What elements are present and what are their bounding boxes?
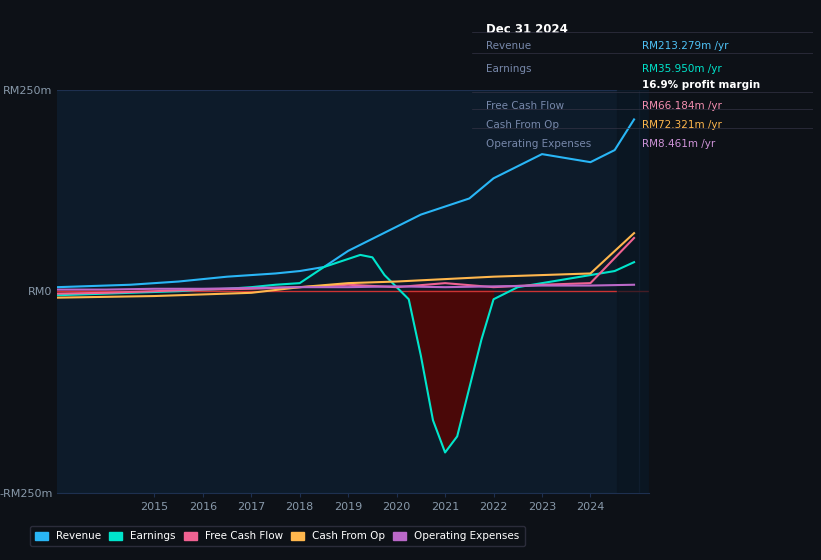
Text: Earnings: Earnings xyxy=(486,64,531,74)
Bar xyxy=(617,90,649,493)
Text: Operating Expenses: Operating Expenses xyxy=(486,139,591,149)
Text: RM35.950m /yr: RM35.950m /yr xyxy=(643,64,722,74)
Text: RM72.321m /yr: RM72.321m /yr xyxy=(643,120,722,130)
Text: RM213.279m /yr: RM213.279m /yr xyxy=(643,41,729,51)
Text: Free Cash Flow: Free Cash Flow xyxy=(486,101,564,111)
Text: Revenue: Revenue xyxy=(486,41,531,51)
Text: Cash From Op: Cash From Op xyxy=(486,120,559,130)
Text: RM66.184m /yr: RM66.184m /yr xyxy=(643,101,722,111)
Text: RM8.461m /yr: RM8.461m /yr xyxy=(643,139,716,149)
Legend: Revenue, Earnings, Free Cash Flow, Cash From Op, Operating Expenses: Revenue, Earnings, Free Cash Flow, Cash … xyxy=(30,526,525,547)
Text: Dec 31 2024: Dec 31 2024 xyxy=(486,23,567,36)
Text: 16.9% profit margin: 16.9% profit margin xyxy=(643,80,760,90)
